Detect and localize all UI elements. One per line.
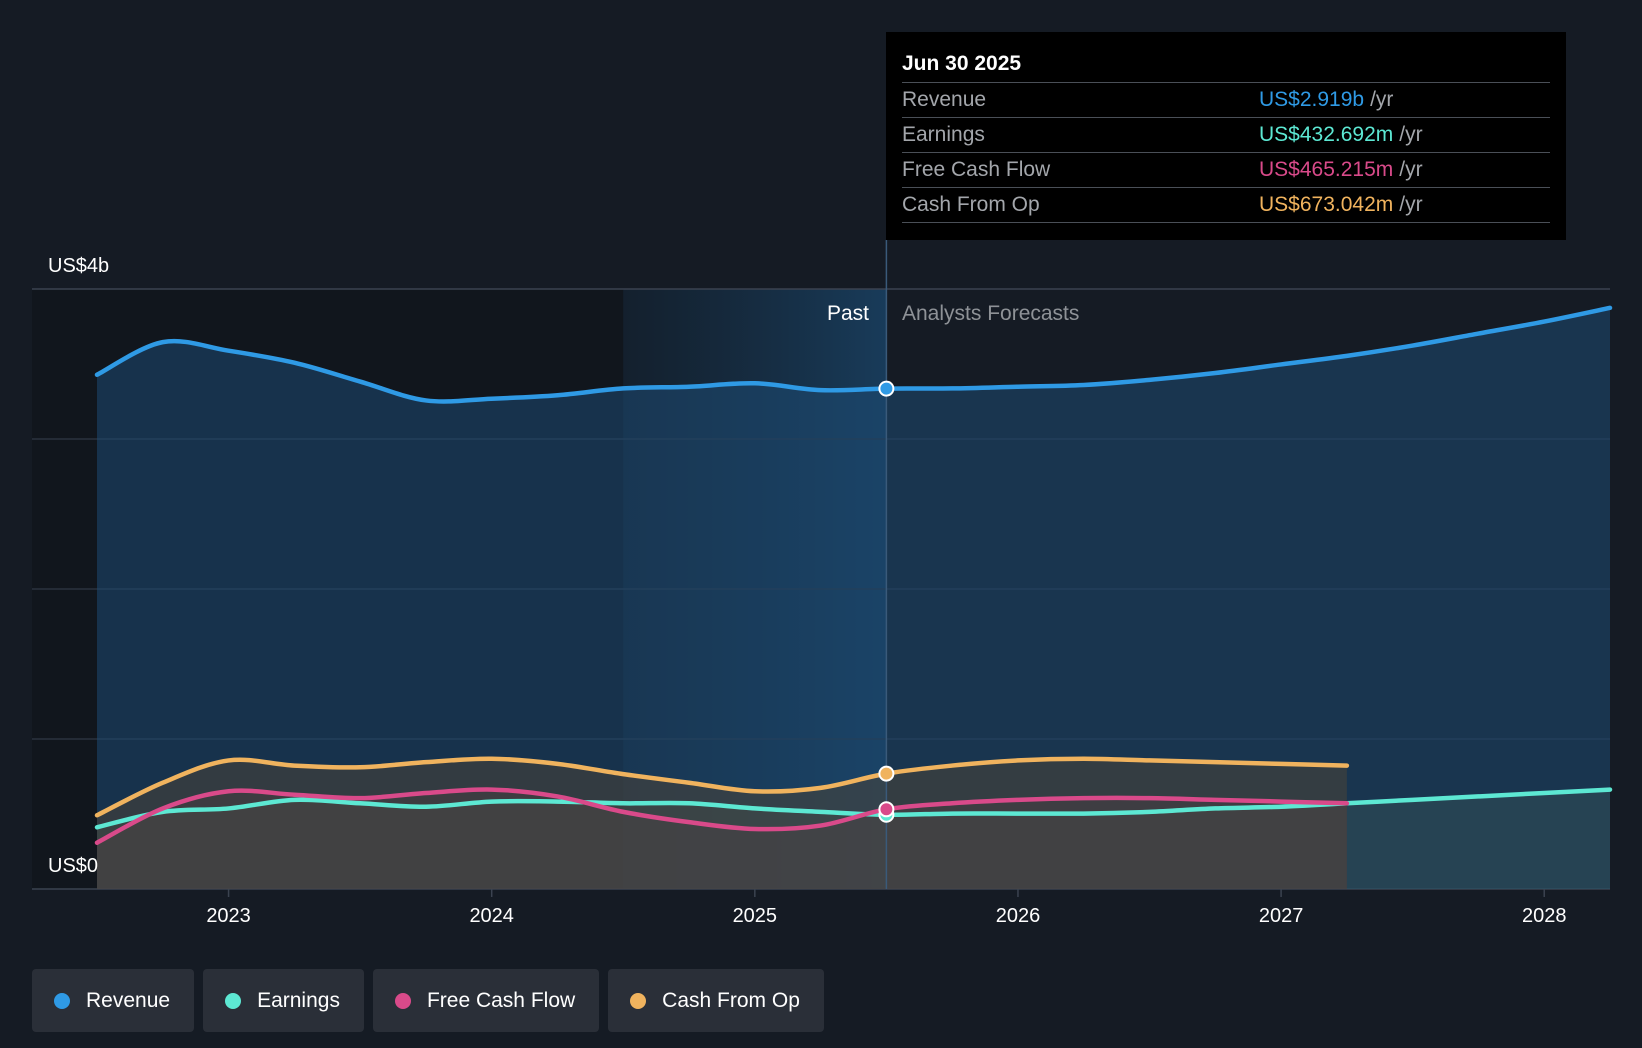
y-label-bottom: US$0 [48, 855, 98, 877]
line-revenue [94, 305, 1613, 404]
tooltip-row-cash-from-op: Cash From Op US$673.042m /yr [902, 187, 1550, 223]
legend-dot-icon [54, 992, 70, 1009]
legend-dot-icon [225, 992, 242, 1009]
line-cash-from-op [94, 756, 1350, 818]
legend-item-cash-from-op[interactable]: Cash From Op [608, 969, 824, 1032]
area-revenue [97, 307, 1610, 889]
tooltip-value: US$673.042m [1259, 193, 1394, 216]
x-tick-label: 2024 [469, 905, 514, 927]
legend-label: Free Cash Flow [426, 988, 576, 1012]
legend-item-revenue[interactable]: Revenue [32, 969, 195, 1032]
line-earnings [94, 787, 1613, 830]
legend-label: Earnings [257, 988, 340, 1012]
x-tick-label: 2025 [733, 905, 778, 927]
legend-item-free-cash-flow[interactable]: Free Cash Flow [372, 969, 600, 1032]
tooltip-label: Free Cash Flow [902, 158, 1051, 181]
legend-dot-icon [394, 992, 411, 1009]
tooltip-unit: /yr [1370, 88, 1394, 111]
tooltip-unit: /yr [1399, 123, 1423, 146]
line-free-cash-flow [94, 787, 1350, 845]
tooltip-row-revenue: Revenue US$2.919b /yr [902, 82, 1550, 117]
tooltip-value: US$465.215m [1259, 158, 1394, 181]
past-label: Past [827, 302, 869, 325]
legend-dot-icon [630, 992, 647, 1009]
legend: Revenue Earnings Free Cash Flow Cash Fro… [32, 969, 824, 1032]
legend-item-earnings[interactable]: Earnings [203, 969, 364, 1032]
x-tick-label: 2028 [1522, 905, 1567, 927]
x-tick-label: 2023 [206, 905, 251, 927]
x-axis-ticks: 2023 2024 2025 2026 2027 2028 [206, 889, 1566, 927]
marker-cash-from-op [878, 765, 895, 782]
highlight-markers [878, 380, 895, 823]
tooltip-date: Jun 30 2025 [902, 52, 1022, 75]
tooltip-label: Revenue [902, 88, 987, 111]
marker-free-cash-flow [878, 801, 895, 818]
series-areas [97, 307, 1610, 889]
tooltip-unit: /yr [1399, 158, 1423, 181]
tooltip-value: US$2.919b [1259, 88, 1365, 111]
forecast-label: Analysts Forecasts [902, 302, 1079, 325]
tooltip-value: US$432.692m [1259, 123, 1394, 146]
tooltip-unit: /yr [1399, 193, 1423, 216]
y-label-top: US$4b [48, 255, 109, 277]
marker-revenue [878, 380, 895, 397]
tooltip-row-earnings: Earnings US$432.692m /yr [902, 117, 1550, 152]
x-tick-label: 2027 [1259, 905, 1304, 927]
area-cash-from-op [97, 758, 1347, 889]
series-lines [94, 305, 1613, 845]
tooltip-row-free-cash-flow: Free Cash Flow US$465.215m /yr [902, 152, 1550, 187]
tooltip: Jun 30 2025 Revenue US$2.919b /yr Earnin… [886, 32, 1566, 240]
tooltip-label: Cash From Op [902, 193, 1040, 216]
legend-label: Revenue [86, 988, 171, 1012]
tooltip-label: Earnings [902, 123, 985, 146]
legend-label: Cash From Op [662, 988, 800, 1012]
x-tick-label: 2026 [996, 905, 1041, 927]
